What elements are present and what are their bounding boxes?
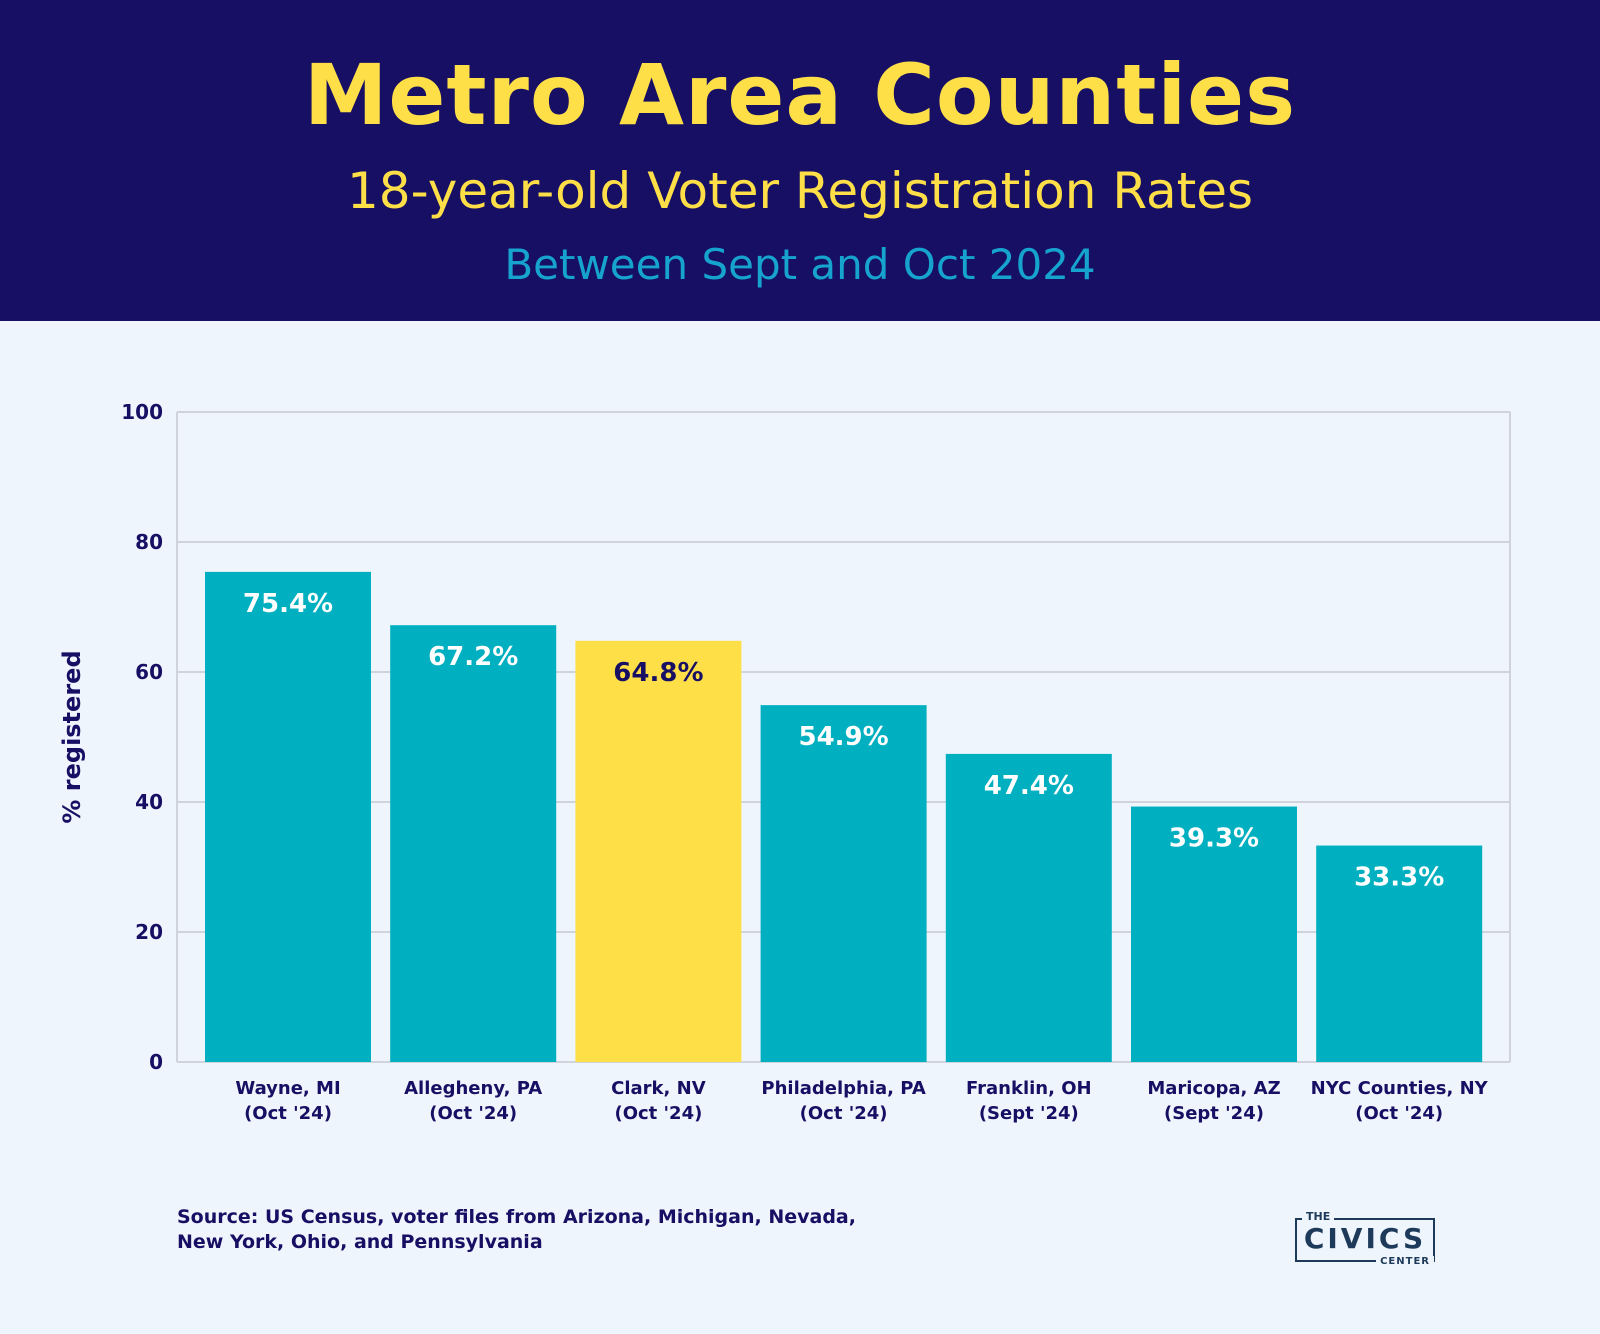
chart-title: Metro Area Counties: [303, 46, 1297, 144]
bar-value-label: 54.9%: [798, 722, 888, 752]
logo-center: CENTER: [1376, 1256, 1434, 1268]
bar: [760, 705, 927, 1062]
bar: [205, 571, 371, 1062]
x-tick-label: Clark, NV: [611, 1078, 706, 1099]
bar-value-label: 33.3%: [1354, 863, 1444, 893]
bar: [390, 625, 557, 1062]
bar: [945, 753, 1112, 1062]
bar-value-label: 39.3%: [1169, 824, 1259, 854]
logo-frame: [1295, 1218, 1435, 1262]
x-tick-label: (Oct '24): [614, 1103, 702, 1124]
x-tick-label: (Oct '24): [1355, 1103, 1443, 1124]
y-tick-label: 80: [135, 530, 163, 554]
y-tick-label: 100: [121, 400, 163, 424]
y-tick-label: 0: [149, 1050, 163, 1074]
bar: [1131, 806, 1297, 1062]
bar-value-label: 67.2%: [428, 642, 518, 672]
x-tick-label: Maricopa, AZ: [1147, 1078, 1280, 1099]
x-tick-label: NYC Counties, NY: [1311, 1078, 1489, 1099]
source-line-1: Source: US Census, voter files from Ariz…: [177, 1206, 856, 1228]
source-line-2: New York, Ohio, and Pennsylvania: [177, 1231, 543, 1253]
bar-value-label: 75.4%: [243, 589, 333, 619]
logo-the: THE: [1302, 1210, 1335, 1224]
x-tick-label: (Sept '24): [979, 1103, 1079, 1124]
x-tick-label: Wayne, MI: [235, 1078, 340, 1099]
x-tick-label: Philadelphia, PA: [761, 1078, 925, 1099]
x-tick-label: Franklin, OH: [966, 1078, 1092, 1099]
y-tick-label: 60: [135, 660, 163, 684]
bar-value-label: 64.8%: [613, 658, 703, 688]
bar-value-label: 47.4%: [984, 771, 1074, 801]
x-tick-label: (Oct '24): [800, 1103, 888, 1124]
x-tick-label: (Oct '24): [429, 1103, 517, 1124]
chart-date-range: Between Sept and Oct 2024: [504, 240, 1096, 289]
logo-civics: CIVICS: [1303, 1222, 1427, 1255]
x-tick-label: (Oct '24): [244, 1103, 332, 1124]
header-banner: Metro Area Counties 18-year-old Voter Re…: [0, 0, 1600, 321]
y-axis-label: % registered: [58, 650, 86, 823]
bar: [575, 640, 742, 1062]
x-tick-label: Allegheny, PA: [404, 1078, 542, 1099]
source-note: Source: US Census, voter files from Ariz…: [177, 1205, 937, 1255]
y-tick-label: 20: [135, 920, 163, 944]
bar: [1316, 845, 1483, 1062]
x-tick-label: (Sept '24): [1164, 1103, 1264, 1124]
chart-subtitle: 18-year-old Voter Registration Rates: [346, 162, 1254, 220]
civics-center-logo: THE CIVICS CENTER: [1292, 1210, 1438, 1268]
y-tick-label: 40: [135, 790, 163, 814]
